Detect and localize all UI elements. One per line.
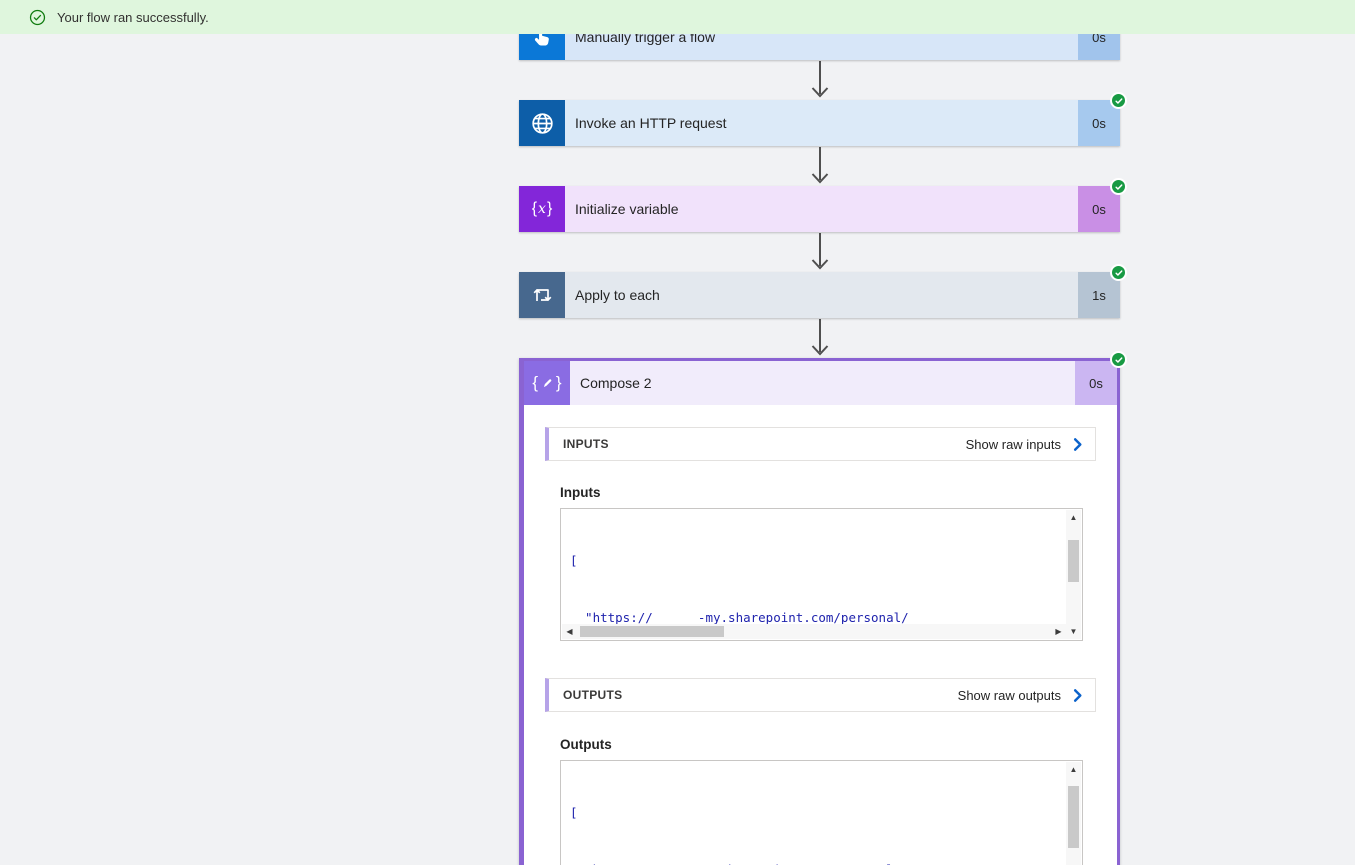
code-line: [ (570, 553, 578, 568)
inputs-code-box[interactable]: [ "https:// -my.sharepoint.com/personal/… (560, 508, 1083, 641)
success-badge (1110, 178, 1127, 195)
success-circle-icon (29, 9, 46, 26)
step-duration: 0s (1075, 361, 1117, 405)
inputs-section-header: INPUTS Show raw inputs (545, 427, 1096, 461)
inputs-label: Inputs (560, 485, 601, 500)
inputs-code-lines: [ "https:// -my.sharepoint.com/personal/… (570, 513, 1066, 624)
flow-connector-arrow (811, 61, 829, 98)
horizontal-scrollbar[interactable]: ◀ ▶ (562, 624, 1066, 639)
step-card-http-request[interactable]: Invoke an HTTP request 0s (519, 92, 1127, 146)
step-title: Initialize variable (565, 186, 1078, 232)
code-line: [ (570, 805, 578, 820)
inputs-heading: INPUTS (563, 437, 609, 451)
step-title: Invoke an HTTP request (565, 100, 1078, 146)
compose-header[interactable]: { } Compose 2 0s (524, 361, 1117, 405)
outputs-section-header: OUTPUTS Show raw outputs (545, 678, 1096, 712)
loop-icon (519, 272, 565, 318)
flow-connector-arrow (811, 319, 829, 356)
success-badge (1110, 92, 1127, 109)
show-raw-inputs-link[interactable]: Show raw inputs (966, 437, 1085, 452)
chevron-right-icon (1073, 437, 1082, 451)
scroll-down-icon[interactable]: ▼ (1069, 626, 1078, 636)
scroll-left-icon[interactable]: ◀ (566, 626, 573, 636)
vertical-scrollbar[interactable]: ▲ ▼ (1066, 762, 1081, 865)
scroll-thumb[interactable] (1068, 786, 1079, 848)
code-line: "https:// y.sharepoint.com/personal/p (570, 860, 1066, 865)
compose-icon: { } (524, 361, 570, 405)
scroll-right-icon[interactable]: ▶ (1055, 626, 1062, 636)
success-badge (1110, 351, 1127, 368)
checkmark-icon (1114, 97, 1122, 104)
scroll-up-icon[interactable]: ▲ (1069, 512, 1078, 522)
vertical-scrollbar[interactable]: ▲ ▼ (1066, 510, 1081, 639)
success-message-bar: Your flow ran successfully. (0, 0, 1355, 34)
step-card-apply-to-each[interactable]: Apply to each 1s (519, 264, 1127, 318)
outputs-code-box[interactable]: [ "https:// y.sharepoint.com/personal/p … (560, 760, 1083, 865)
variable-icon: {x} (519, 186, 565, 232)
show-raw-outputs-link[interactable]: Show raw outputs (958, 688, 1085, 703)
globe-icon (519, 100, 565, 146)
outputs-code-lines: [ "https:// y.sharepoint.com/personal/p … (570, 765, 1066, 865)
chevron-right-icon (1073, 688, 1082, 702)
outputs-heading: OUTPUTS (563, 688, 623, 702)
compose-card: { } Compose 2 0s INPUTS Show raw inputs … (519, 351, 1127, 865)
success-badge (1110, 264, 1127, 281)
step-title: Apply to each (565, 272, 1078, 318)
step-card-initialize-variable[interactable]: {x} Initialize variable 0s (519, 178, 1127, 232)
checkmark-icon (1114, 269, 1122, 276)
outputs-label: Outputs (560, 737, 612, 752)
banner-message: Your flow ran successfully. (57, 9, 209, 25)
flow-connector-arrow (811, 233, 829, 270)
flow-connector-arrow (811, 147, 829, 184)
checkmark-icon (1114, 356, 1122, 363)
checkmark-icon (1114, 183, 1122, 190)
step-title: Compose 2 (570, 361, 1075, 405)
scroll-up-icon[interactable]: ▲ (1069, 764, 1078, 774)
scroll-thumb[interactable] (580, 626, 724, 637)
code-line: "https:// -my.sharepoint.com/personal/ (570, 610, 909, 624)
scroll-thumb[interactable] (1068, 540, 1079, 582)
